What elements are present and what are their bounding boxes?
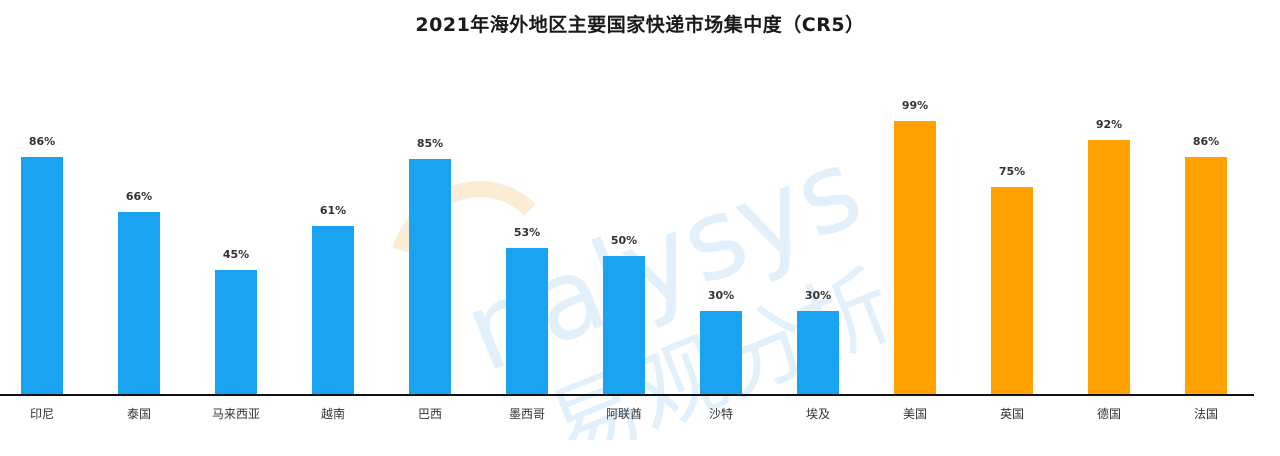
x-tick-label: 德国 [1096,407,1121,421]
bar [215,269,257,394]
bar [700,311,742,394]
data-label: 86% [28,134,56,148]
data-label: 61% [319,203,347,217]
data-label: 53% [513,225,541,239]
data-label: 92% [1095,118,1123,132]
data-label: 66% [125,189,153,203]
data-label: 86% [1192,134,1220,148]
x-tick-label: 埃及 [805,407,830,421]
bar [506,247,548,394]
x-tick-label: 泰国 [126,407,151,421]
data-label: 75% [998,165,1026,178]
x-tick-label: 沙特 [708,407,733,421]
bar [1088,140,1130,394]
bar [1185,156,1227,394]
bar [894,120,936,394]
bar [409,159,451,394]
x-tick-label: 越南 [320,407,345,421]
bar [991,187,1033,394]
x-tick-label: 墨西哥 [508,407,545,421]
data-label: 45% [222,247,250,261]
x-tick-label: 阿联酋 [605,407,642,421]
x-tick-label: 英国 [999,407,1024,421]
x-tick-label: 美国 [902,407,927,421]
data-label: 99% [901,98,929,112]
data-label: 50% [610,234,638,247]
bar [21,156,63,394]
x-tick-label: 印尼 [29,407,54,421]
bar [603,256,645,394]
x-axis-line [0,394,1254,396]
bar [312,225,354,394]
data-label: 85% [416,137,444,151]
data-label: 30% [707,289,735,303]
x-tick-label: 法国 [1193,407,1218,421]
bar [797,311,839,394]
bar [118,211,160,394]
x-tick-label: 马来西亚 [211,407,260,421]
x-tick-label: 巴西 [417,407,442,421]
data-label: 30% [804,289,832,303]
chart-title: 2021年海外地区主要国家快递市场集中度（CR5） [415,14,865,36]
